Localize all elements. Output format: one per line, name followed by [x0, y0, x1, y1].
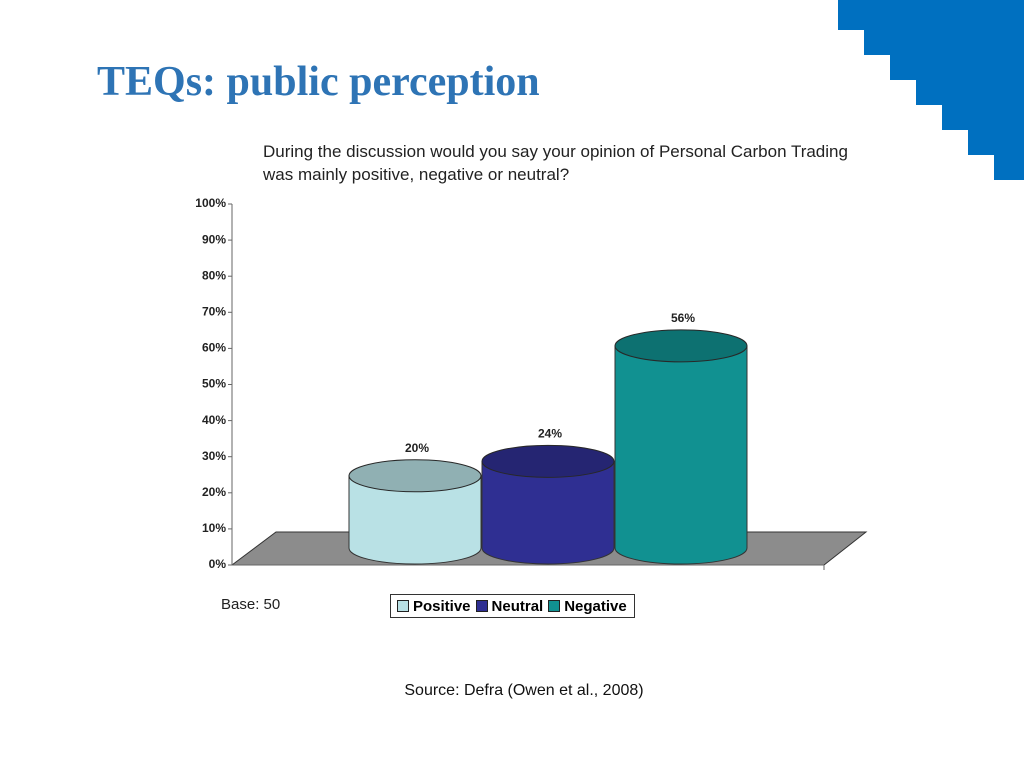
base-note: Base: 50	[221, 596, 281, 613]
legend-item: Negative	[546, 598, 627, 615]
legend-swatch	[548, 600, 561, 612]
y-tick-label: 40%	[202, 413, 226, 427]
y-tick-label: 80%	[202, 268, 226, 282]
legend: Positive Neutral Negative	[390, 594, 635, 618]
legend-label: Neutral	[491, 597, 544, 615]
value-label: 20%	[405, 441, 429, 455]
cylinder-top	[614, 329, 748, 363]
legend-label: Negative	[564, 597, 627, 615]
cylinder-top	[348, 459, 482, 493]
y-tick-label: 100%	[195, 196, 226, 210]
legend-item: Neutral	[474, 597, 544, 615]
chart-title: During the discussion would you say your…	[263, 142, 848, 184]
legend-swatch	[397, 600, 409, 612]
y-tick-label: 60%	[202, 341, 226, 355]
source: Source: Defra (Owen et al., 2008)	[404, 682, 644, 699]
legend-swatch	[475, 600, 488, 612]
slide-title: TEQs: public perception	[97, 59, 540, 105]
value-label: 24%	[538, 427, 562, 441]
value-label: 56%	[671, 311, 695, 325]
cylinder-body	[481, 460, 615, 565]
cylinder-top	[481, 444, 615, 478]
cylinder-body	[348, 475, 482, 565]
y-tick-label: 70%	[202, 304, 226, 318]
y-tick-label: 50%	[202, 377, 226, 391]
legend-item: Positive	[395, 598, 471, 615]
y-tick-label: 10%	[202, 521, 226, 535]
legend-label: Positive	[413, 597, 471, 615]
cylinder-body	[614, 345, 748, 565]
y-tick-label: 0%	[209, 557, 227, 571]
y-tick-label: 30%	[202, 449, 226, 463]
y-tick-label: 90%	[202, 232, 226, 246]
corner-decoration	[838, 0, 1024, 180]
y-tick-label: 20%	[202, 485, 226, 499]
